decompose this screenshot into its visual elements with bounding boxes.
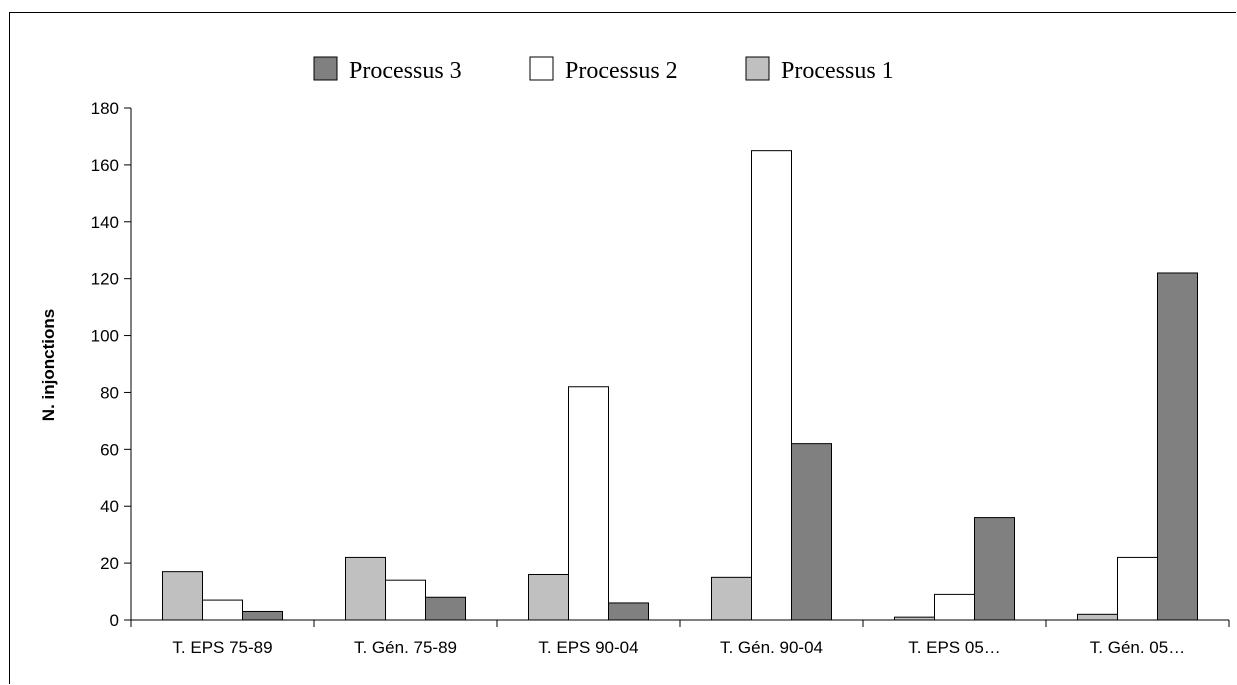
bar-processus-3 xyxy=(1157,272,1198,621)
bar-processus-1 xyxy=(528,573,569,621)
bar-processus-2 xyxy=(1117,556,1158,621)
legend-label: Processus 2 xyxy=(565,58,678,84)
x-axis: T. EPS 75-89 T. Gén. 75-89 T. EPS 90-04 T. … xyxy=(130,619,1230,657)
y-tick-label: 140 xyxy=(91,213,119,232)
bar-processus-3 xyxy=(974,517,1015,621)
bar-processus-3 xyxy=(608,602,649,621)
legend-label: Processus 1 xyxy=(781,58,894,84)
y-tick-label: 120 xyxy=(91,270,119,289)
bar-processus-2 xyxy=(934,593,975,621)
x-tick-label: T. EPS 05… xyxy=(908,638,1001,657)
y-tick-label: 0 xyxy=(110,611,119,630)
legend-swatch xyxy=(313,56,338,81)
legend-label: Processus 3 xyxy=(349,58,462,84)
x-tick-label: T. Gén. 75-89 xyxy=(354,638,457,657)
y-tick-label: 160 xyxy=(91,156,119,175)
y-tick-label: 40 xyxy=(100,497,119,516)
bar-processus-3 xyxy=(791,443,832,621)
y-tick-label: 180 xyxy=(91,99,119,118)
bar-processus-1 xyxy=(711,576,752,621)
legend-swatch xyxy=(529,56,554,81)
bar-processus-1 xyxy=(1077,613,1118,621)
bar-processus-2 xyxy=(202,599,243,621)
x-tick-label: T. Gén. 90-04 xyxy=(720,638,823,657)
chart-frame xyxy=(9,12,1236,684)
bar-processus-2 xyxy=(385,579,426,621)
x-tick-label: T. Gén. 05… xyxy=(1090,638,1185,657)
y-axis: 0 20 40 60 80 100 120 140 160 180 xyxy=(91,99,132,630)
y-tick-label: 20 xyxy=(100,554,119,573)
bar-processus-3 xyxy=(242,610,283,621)
y-axis-label: N. injonctions xyxy=(39,309,58,421)
legend-swatch xyxy=(745,56,770,81)
y-tick-label: 100 xyxy=(91,327,119,346)
bar-processus-2 xyxy=(568,386,609,621)
x-tick-label: T. EPS 90-04 xyxy=(538,638,638,657)
y-tick-label: 80 xyxy=(100,383,119,402)
y-tick-label: 60 xyxy=(100,440,119,459)
x-tick-label: T. EPS 75-89 xyxy=(172,638,272,657)
bar-processus-1 xyxy=(894,616,935,621)
bar-processus-3 xyxy=(425,596,466,621)
legend: Processus 3 Processus 2 Processus 1 xyxy=(313,56,894,84)
bar-processus-1 xyxy=(162,571,203,621)
bars xyxy=(162,150,1198,621)
bar-processus-2 xyxy=(751,150,792,621)
bar-processus-1 xyxy=(345,556,386,621)
